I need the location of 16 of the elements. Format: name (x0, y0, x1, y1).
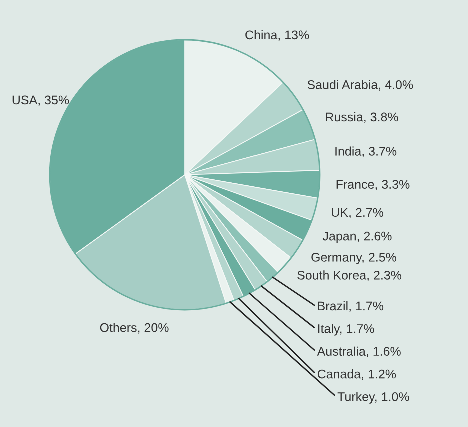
slice-label: Turkey, 1.0% (338, 392, 410, 404)
slice-label: Brazil, 1.7% (318, 301, 384, 312)
slice-label: France, 3.3% (336, 180, 410, 190)
slice-label: South Korea, 2.3% (298, 270, 402, 282)
slice-label: Australia, 1.6% (317, 346, 401, 358)
slice-label: Saudi Arabia, 4.0% (308, 80, 414, 91)
slice-label: Others, 20% (100, 323, 169, 334)
slice-label: Russia, 3.8% (326, 112, 398, 124)
slice-label: India, 3.7% (336, 146, 397, 158)
slice-label: Japan, 2.6% (322, 232, 392, 244)
slice-label: Italy, 1.7% (318, 324, 374, 336)
slice-label: UK, 2.7% (332, 208, 384, 219)
slice-label: Canada, 1.2% (318, 370, 396, 380)
slice-label: Germany, 2.5% (312, 253, 397, 264)
slice-label: USA, 35% (12, 96, 70, 106)
slice-label: China, 13% (246, 30, 310, 42)
